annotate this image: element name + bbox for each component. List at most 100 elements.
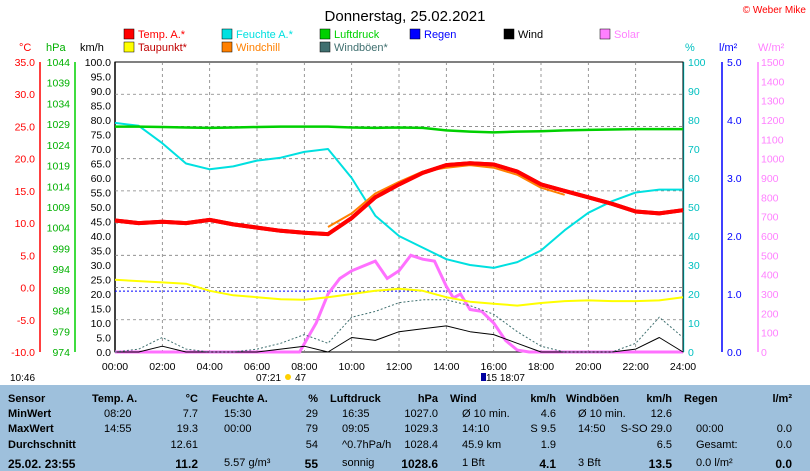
solar-tick-label: 1000	[761, 154, 785, 166]
legend-swatch	[319, 41, 331, 53]
table-header: Wind	[450, 393, 477, 405]
legend-swatch	[599, 28, 611, 40]
table-cell-label: 09:05	[342, 423, 370, 435]
x-tick-label: 16:00	[481, 361, 507, 373]
legend-label: Windböen*	[334, 42, 389, 54]
x-tick-label: 20:00	[575, 361, 601, 373]
series-line-temp	[114, 161, 684, 237]
legend-label: Taupunkt*	[138, 42, 188, 54]
table-cell-label: Ø 10 min.	[462, 408, 510, 420]
kmh-tick-label: 55.0	[91, 188, 112, 200]
hum-tick-label: 60	[688, 173, 700, 185]
hpa-tick-label: 1009	[47, 202, 71, 214]
kmh-tick-label: 100.0	[85, 57, 111, 69]
table-cell-label: 14:55	[104, 423, 132, 435]
temp-unit-label: °C	[19, 42, 31, 54]
solar-tick-label: 100	[761, 328, 779, 340]
legend: Temp. A.* Feuchte A.* Luftdruck Regen Wind So…	[123, 28, 640, 54]
series-line	[114, 299, 684, 353]
solar-tick-label: 600	[761, 231, 779, 243]
x-tick-label: 06:00	[244, 361, 270, 373]
table-cell-label: 00:00	[696, 423, 724, 435]
table-cell-label: 00:00	[224, 423, 252, 435]
legend-swatch	[123, 28, 135, 40]
table-cell-label: 14:10	[462, 423, 490, 435]
kmh-tick-label: 50.0	[91, 202, 112, 214]
hum-tick-label: 50	[688, 202, 700, 214]
table-cell-label: Gesamt:	[696, 439, 738, 451]
time-left-label: 10:46	[10, 373, 35, 384]
kmh-tick-label: 40.0	[91, 231, 112, 243]
table-cell-value: 7.7	[182, 408, 198, 420]
table-cell-label: MaxWert	[8, 423, 54, 435]
rain-tick-label: 0.0	[727, 347, 742, 359]
hpa-tick-label: 994	[52, 264, 70, 276]
sun-markers: 10:46 07:21 47 15 18:07	[10, 373, 525, 384]
temp-tick-label: 10.0	[15, 218, 36, 230]
table-cell-value: 4.1	[539, 457, 556, 471]
hum-tick-label: 10	[688, 318, 700, 330]
temp-tick-label: 25.0	[15, 121, 36, 133]
temp-tick-label: 30.0	[15, 89, 36, 101]
table-header: Luftdruck	[330, 393, 381, 405]
kmh-tick-label: 15.0	[91, 304, 112, 316]
temp-tick-label: 35.0	[15, 57, 36, 69]
hpa-tick-label: 974	[52, 347, 70, 359]
hpa-tick-label: 1014	[47, 181, 71, 193]
kmh-tick-label: 75.0	[91, 130, 112, 142]
sunset-marker-icon	[481, 373, 486, 381]
table-cell-value: 1027.0	[404, 408, 438, 420]
kmh-tick-label: 95.0	[91, 72, 112, 84]
series-group	[114, 121, 684, 354]
solar-tick-label: 500	[761, 250, 779, 262]
solar-unit-label: W/m²	[758, 42, 785, 54]
kmh-tick-label: 20.0	[91, 289, 112, 301]
table-header: Regen	[684, 393, 718, 405]
table-cell-value: 0.0	[776, 423, 792, 435]
x-tick-label: 14:00	[433, 361, 459, 373]
solar-tick-label: 1200	[761, 115, 785, 127]
hpa-tick-label: 979	[52, 326, 70, 338]
hpa-tick-label: 1029	[47, 119, 71, 131]
temp-tick-label: 15.0	[15, 186, 36, 198]
table-header: Windböen	[566, 393, 620, 405]
table-column: Regen l/m² 00:00 0.0 Gesamt: 0.0 0.0 l/m² 0.0	[684, 385, 796, 471]
x-tick-label: 18:00	[528, 361, 554, 373]
temp-tick-label: -5.0	[17, 315, 35, 327]
table-cell-label: 45.9 km	[462, 439, 502, 451]
legend-label: Solar	[614, 29, 640, 41]
x-tick-label: 12:00	[386, 361, 412, 373]
rain-tick-label: 1.0	[727, 289, 742, 301]
table-cell-value: 55	[304, 457, 318, 471]
table-unit: l/m²	[772, 393, 792, 405]
legend-swatch	[123, 41, 135, 53]
hum-tick-label: 30	[688, 260, 700, 272]
legend-label: Regen	[424, 29, 456, 41]
x-tick-label: 08:00	[291, 361, 317, 373]
kmh-tick-label: 30.0	[91, 260, 112, 272]
table-header: Temp. A.	[92, 393, 138, 405]
kmh-tick-label: 25.0	[91, 275, 112, 287]
table-cell-value: 0.0	[776, 439, 792, 451]
kmh-tick-label: 85.0	[91, 101, 112, 113]
hpa-tick-label: 1039	[47, 78, 71, 90]
table-cell-value: 29	[305, 408, 318, 420]
legend-label: Windchill	[236, 42, 280, 54]
hpa-tick-label: 999	[52, 243, 70, 255]
table-cell-label: sonnig	[342, 457, 375, 469]
grid	[114, 61, 684, 353]
table-cell-value: 0.0	[775, 457, 792, 471]
moon-label: 47	[295, 373, 307, 384]
kmh-tick-label: 70.0	[91, 144, 112, 156]
table-column: Luftdruck hPa 16:35 1027.0 09:05 1029.3 ^0.7hP…	[330, 385, 442, 471]
table-unit: °C	[185, 393, 198, 405]
hum-unit-label: %	[685, 42, 695, 54]
table-cell-label: 1 Bft	[462, 457, 485, 469]
hum-tick-label: 40	[688, 231, 700, 243]
solar-tick-label: 900	[761, 173, 779, 185]
table-cell-label: 14:50	[578, 423, 606, 435]
table-cell-value: S 9.5	[530, 423, 556, 435]
kmh-tick-label: 90.0	[91, 86, 112, 98]
table-cell-label: MinWert	[8, 408, 52, 420]
solar-tick-label: 200	[761, 308, 779, 320]
